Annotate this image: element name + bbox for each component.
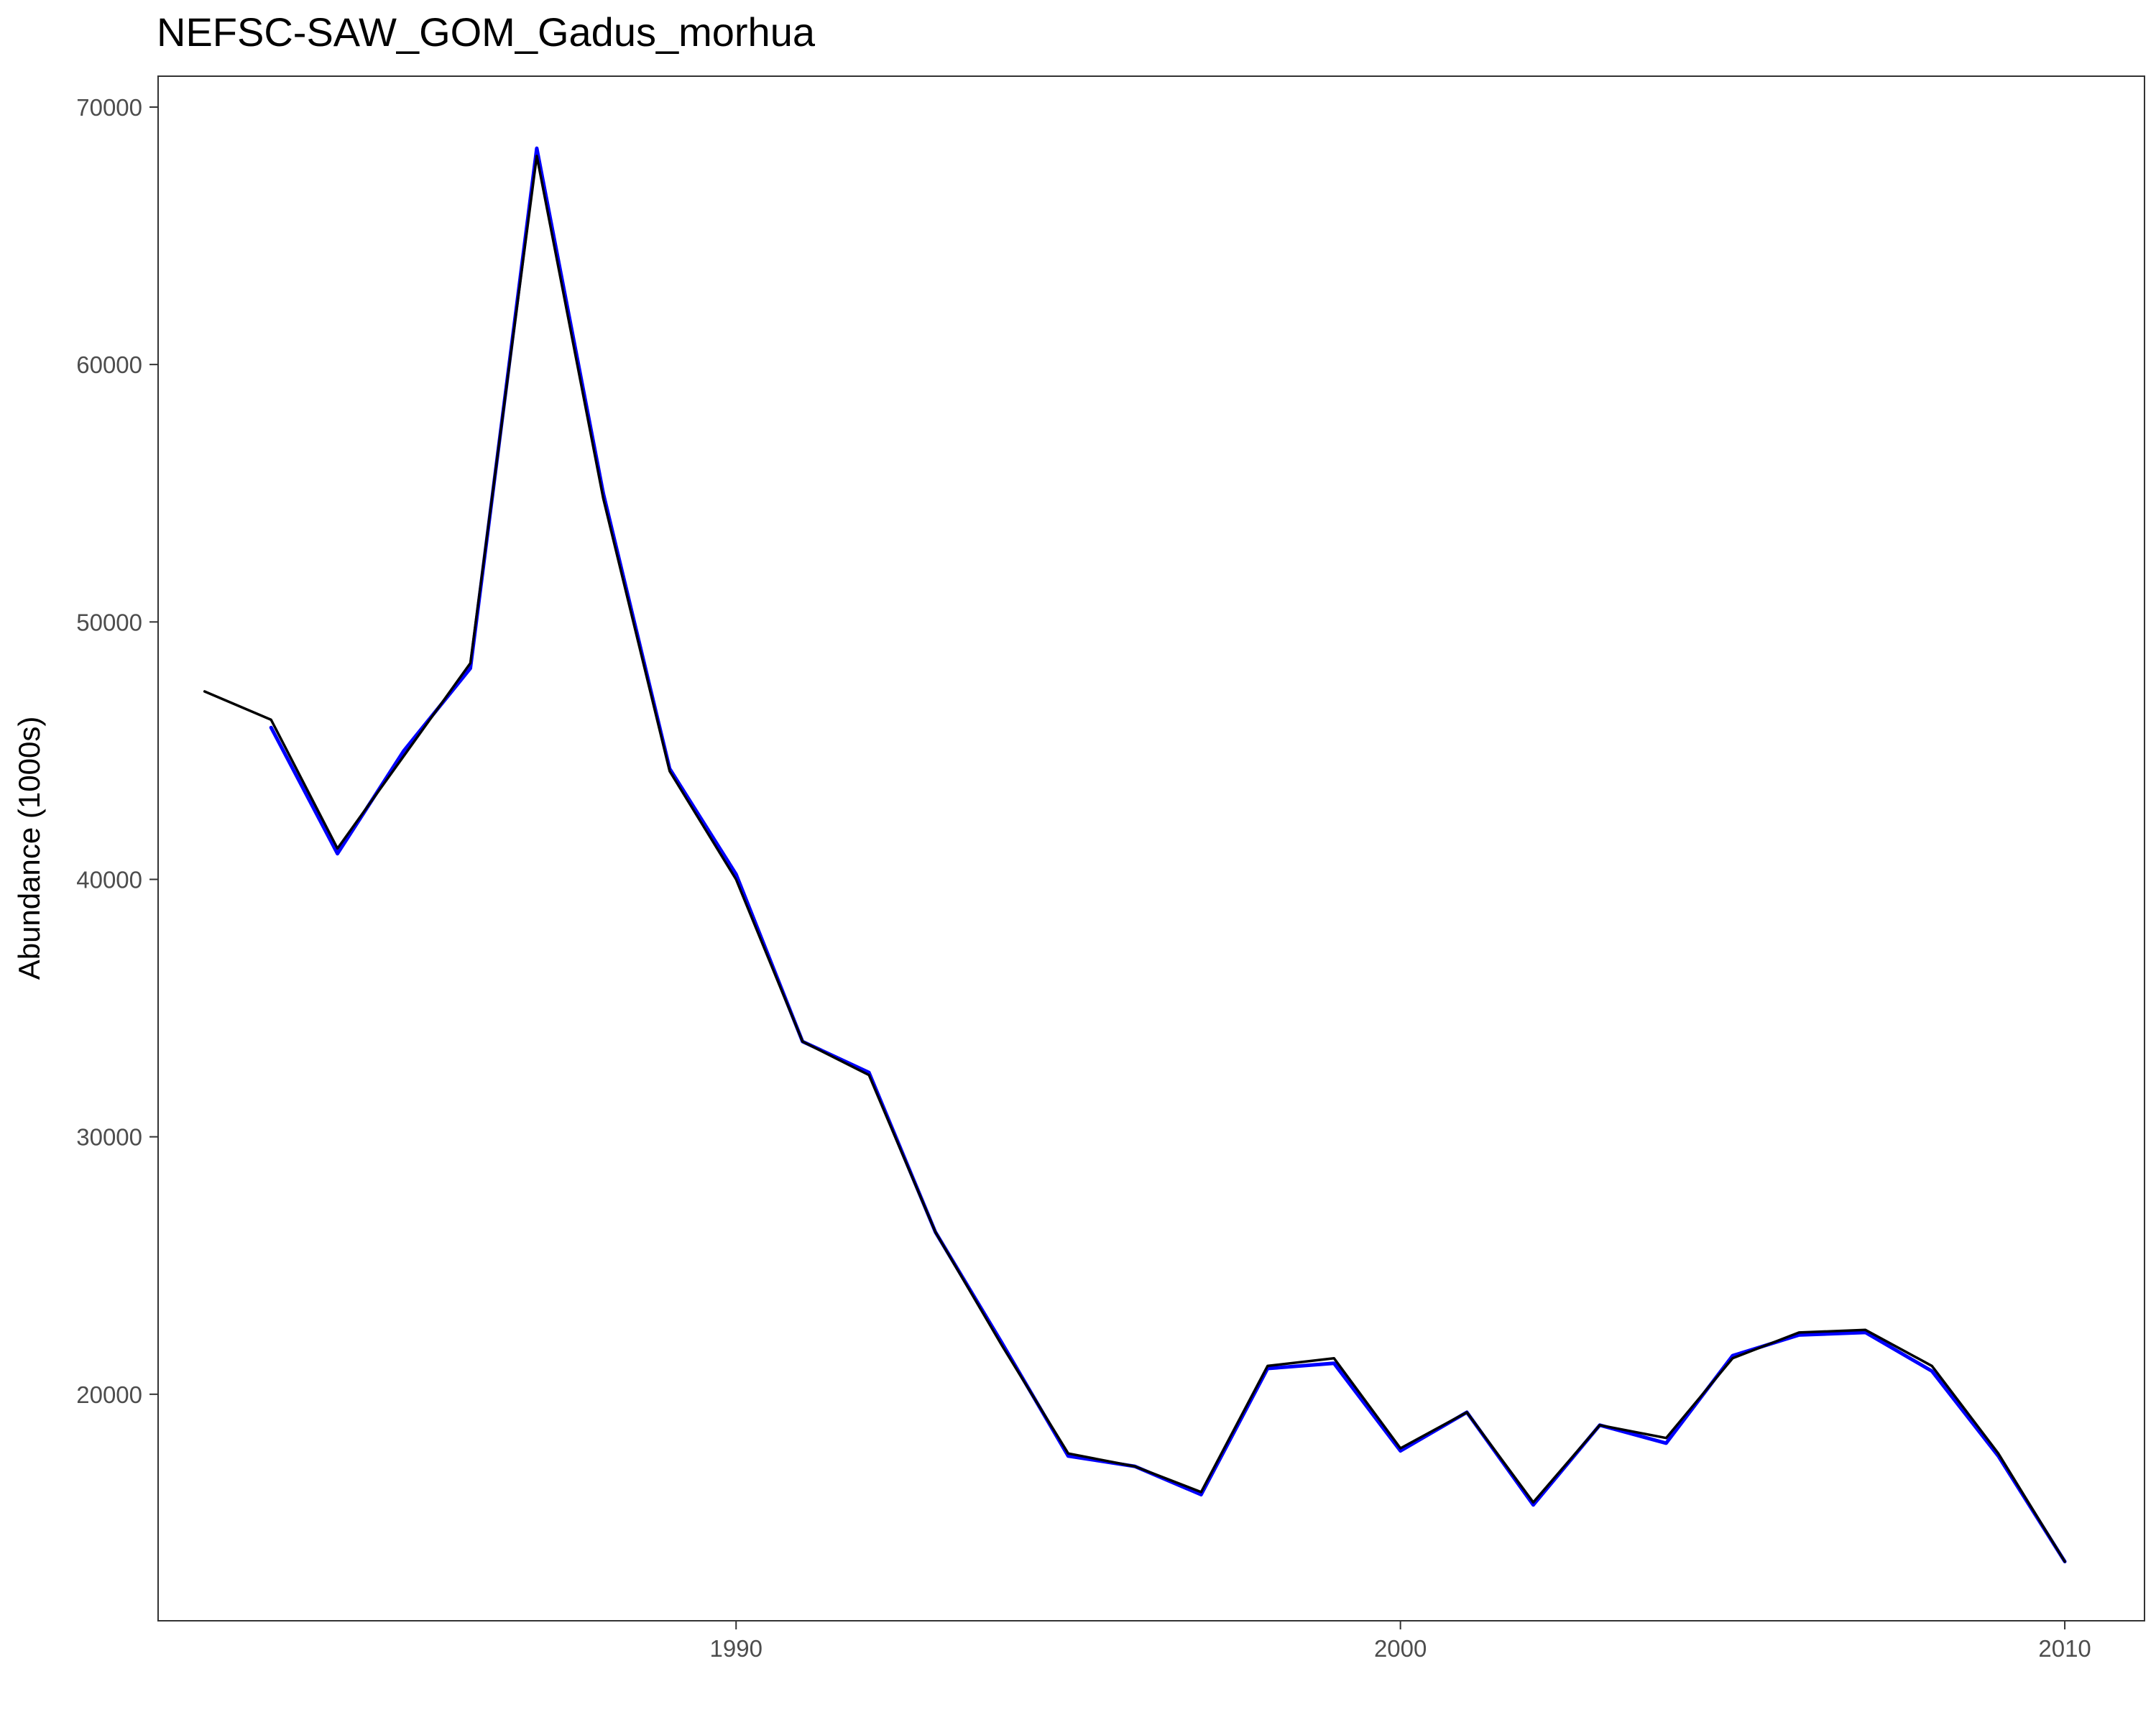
- x-tick-label-2: 2010: [2038, 1635, 2091, 1662]
- chart-title: NEFSC-SAW_GOM_Gadus_morhua: [157, 9, 816, 55]
- y-tick-label-2: 40000: [76, 866, 142, 893]
- y-tick-label-3: 50000: [76, 609, 142, 635]
- y-tick-label-0: 20000: [76, 1381, 142, 1408]
- x-tick-label-1: 2000: [1374, 1635, 1427, 1662]
- series-line-1: [203, 155, 2066, 1563]
- y-axis-title: Abundance (1000s): [12, 717, 46, 980]
- x-tick-label-0: 1990: [710, 1635, 763, 1662]
- plot-panel: [157, 75, 2145, 1622]
- x-axis: 1990 2000 2010: [710, 1621, 2091, 1662]
- y-axis: 20000 30000 40000 50000 60000 70000: [76, 94, 158, 1408]
- series-layer: [203, 146, 2067, 1564]
- y-tick-label-4: 60000: [76, 351, 142, 378]
- y-tick-label-1: 30000: [76, 1124, 142, 1151]
- y-tick-label-5: 70000: [76, 94, 142, 121]
